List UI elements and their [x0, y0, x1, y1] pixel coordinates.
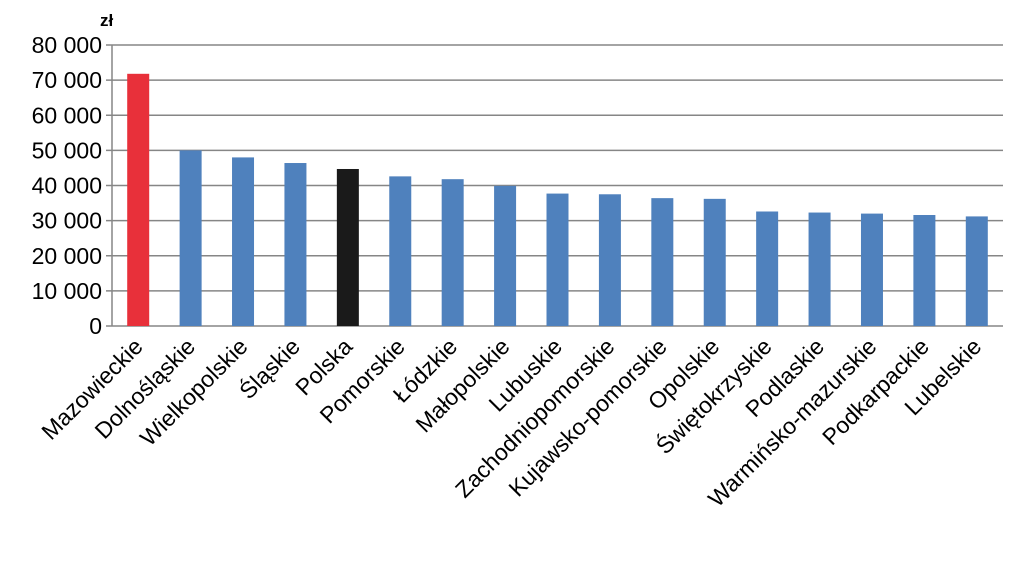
- bar-śląskie: [284, 163, 307, 326]
- y-tick-label: 50 000: [32, 137, 102, 163]
- y-unit-label: zł: [100, 11, 114, 30]
- y-tick-label: 30 000: [32, 208, 102, 234]
- bars: [127, 73, 988, 327]
- bar-lubuskie: [546, 193, 569, 326]
- bar-podlaskie: [808, 212, 831, 326]
- y-axis-ticks: 0 10 000 20 000 30 000 40 000 50 000 60 000 70 …: [32, 32, 102, 339]
- y-tick-label: 0: [89, 313, 102, 339]
- bar-dolnośląskie: [179, 150, 202, 326]
- bar-świętokrzyskie: [756, 211, 779, 326]
- bar-małopolskie: [494, 185, 517, 326]
- bar-łódzkie: [441, 179, 464, 326]
- bar-warmińsko-mazurskie: [860, 213, 883, 326]
- x-axis-labels: MazowieckieDolnośląskieWielkopolskieŚląs…: [36, 332, 986, 511]
- y-tick-label: 80 000: [32, 32, 102, 58]
- bar-lubelskie: [965, 216, 988, 326]
- y-tick-label: 20 000: [32, 243, 102, 269]
- bar-pomorskie: [389, 176, 412, 326]
- bar-podkarpackie: [913, 215, 936, 326]
- bar-zachodniopomorskie: [598, 194, 621, 326]
- y-tick-label: 40 000: [32, 173, 102, 199]
- y-tick-label: 10 000: [32, 278, 102, 304]
- bar-wielkopolskie: [232, 157, 255, 326]
- bar-mazowieckie: [127, 73, 150, 327]
- y-tick-label: 60 000: [32, 102, 102, 128]
- bar-polska: [336, 168, 359, 326]
- bar-kujawsko-pomorskie: [651, 198, 674, 326]
- y-tick-label: 70 000: [32, 67, 102, 93]
- bar-opolskie: [703, 198, 726, 326]
